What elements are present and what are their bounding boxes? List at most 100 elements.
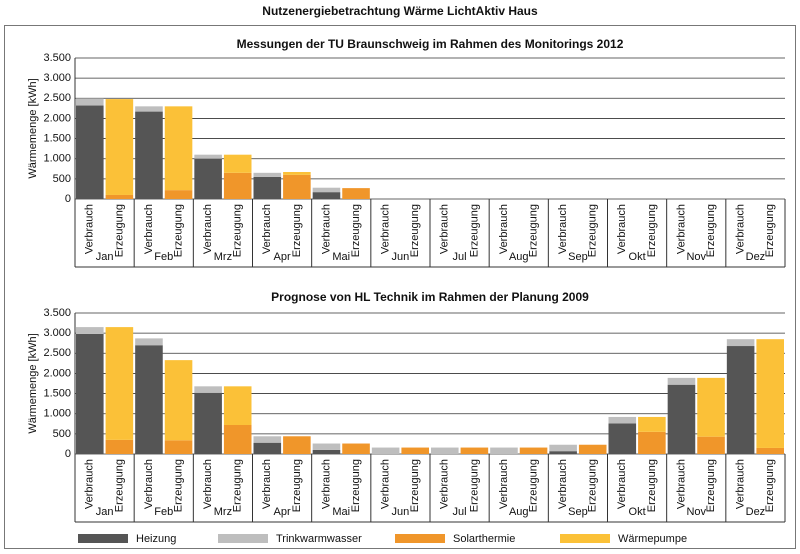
bar-segment [549, 444, 577, 452]
stack-label: Verbrauch [557, 459, 569, 509]
bar-segment [223, 154, 252, 173]
bar-segment [490, 447, 518, 454]
bar-segment [105, 194, 134, 199]
stack-label: Erzeugung [172, 459, 184, 512]
y-tick-label: 3.500 [43, 307, 71, 319]
x-tick-label: Okt [629, 506, 646, 518]
bar-segment [342, 443, 370, 454]
stack-label: Verbrauch [84, 204, 96, 254]
stack-label: Erzeugung [468, 204, 480, 257]
legend-label: Wärmepumpe [618, 533, 687, 545]
bar-segment [401, 447, 429, 454]
stack-label: Verbrauch [616, 459, 628, 509]
x-tick-label: Jun [392, 251, 410, 263]
x-tick-label: Mai [332, 506, 350, 518]
bar-segment [105, 439, 134, 454]
stack-label: Erzeugung [705, 204, 717, 257]
y-axis-label: Wärmemenge [kWh] [27, 78, 39, 178]
legend-label: Solarthermie [453, 533, 515, 545]
bar-segment [194, 158, 222, 199]
y-tick-label: 2.000 [43, 112, 71, 124]
y-tick-label: 2.500 [43, 92, 71, 104]
x-tick-label: Feb [154, 251, 173, 263]
stack-label: Erzeugung [113, 459, 125, 512]
bar-segment [667, 384, 696, 454]
stack-label: Erzeugung [172, 204, 184, 257]
y-tick-label: 3.500 [43, 52, 71, 64]
bar-segment [253, 436, 282, 443]
bar-segment [135, 338, 163, 346]
bar-segment [283, 436, 311, 454]
bar-segment [549, 451, 577, 454]
x-tick-label: Mrz [214, 251, 232, 263]
legend-swatch [78, 534, 128, 543]
x-tick-label: Jul [453, 506, 467, 518]
stack-label: Erzeugung [350, 459, 362, 512]
bar-segment [223, 172, 252, 199]
bar-segment [194, 392, 222, 454]
bar-segment [105, 327, 134, 440]
y-tick-label: 1.500 [43, 387, 71, 399]
stack-label: Erzeugung [113, 204, 125, 257]
bar-segment [726, 339, 755, 347]
legend-swatch [218, 534, 268, 543]
y-tick-label: 500 [53, 173, 71, 185]
bar-segment [756, 339, 784, 448]
frame [4, 25, 796, 549]
stack-label: Verbrauch [380, 459, 392, 509]
bar-segment [105, 99, 134, 195]
bar-segment [726, 346, 755, 454]
x-tick-label: Dez [746, 506, 766, 518]
stack-label: Erzeugung [587, 204, 599, 257]
bar-segment [283, 172, 311, 175]
x-tick-label: Feb [154, 506, 173, 518]
chart-title: Prognose von HL Technik im Rahmen der Pl… [271, 290, 589, 304]
stack-label: Verbrauch [735, 204, 747, 254]
bar-segment [519, 447, 548, 454]
bar-segment [194, 386, 222, 393]
bar-segment [253, 176, 282, 199]
stack-label: Verbrauch [202, 204, 214, 254]
bar-segment [253, 172, 282, 177]
stack-label: Erzeugung [527, 459, 539, 512]
bar-segment [638, 431, 666, 454]
stack-label: Erzeugung [409, 459, 421, 512]
x-tick-label: Aug [509, 506, 529, 518]
y-tick-label: 1.000 [43, 408, 71, 420]
stack-label: Erzeugung [705, 459, 717, 512]
y-tick-label: 2.500 [43, 347, 71, 359]
x-tick-label: Okt [629, 251, 646, 263]
stack-label: Verbrauch [261, 459, 273, 509]
bar-segment [164, 190, 193, 199]
legend-label: Heizung [136, 533, 176, 545]
bar-segment [76, 98, 104, 106]
bar-segment [76, 333, 104, 454]
x-tick-label: Jan [96, 506, 114, 518]
stack-label: Erzeugung [232, 204, 244, 257]
stack-label: Erzeugung [468, 459, 480, 512]
y-tick-label: 1.000 [43, 153, 71, 165]
y-tick-label: 0 [65, 448, 71, 460]
y-tick-label: 3.000 [43, 327, 71, 339]
bar-segment [638, 416, 666, 432]
x-tick-label: Dez [746, 251, 766, 263]
stack-label: Erzeugung [764, 459, 776, 512]
stack-label: Erzeugung [291, 204, 303, 257]
bar-segment [135, 111, 163, 199]
stack-label: Erzeugung [232, 459, 244, 512]
stack-label: Verbrauch [675, 459, 687, 509]
bar-segment [76, 105, 104, 199]
stack-label: Verbrauch [380, 204, 392, 254]
stack-label: Verbrauch [84, 459, 96, 509]
stack-label: Verbrauch [439, 459, 451, 509]
stack-label: Verbrauch [320, 459, 332, 509]
bar-segment [578, 444, 607, 454]
stack-label: Erzeugung [409, 204, 421, 257]
stack-label: Verbrauch [261, 204, 273, 254]
stack-label: Verbrauch [202, 459, 214, 509]
stack-label: Erzeugung [646, 204, 658, 257]
y-tick-label: 500 [53, 428, 71, 440]
x-tick-label: Mrz [214, 506, 232, 518]
stack-label: Erzeugung [527, 204, 539, 257]
